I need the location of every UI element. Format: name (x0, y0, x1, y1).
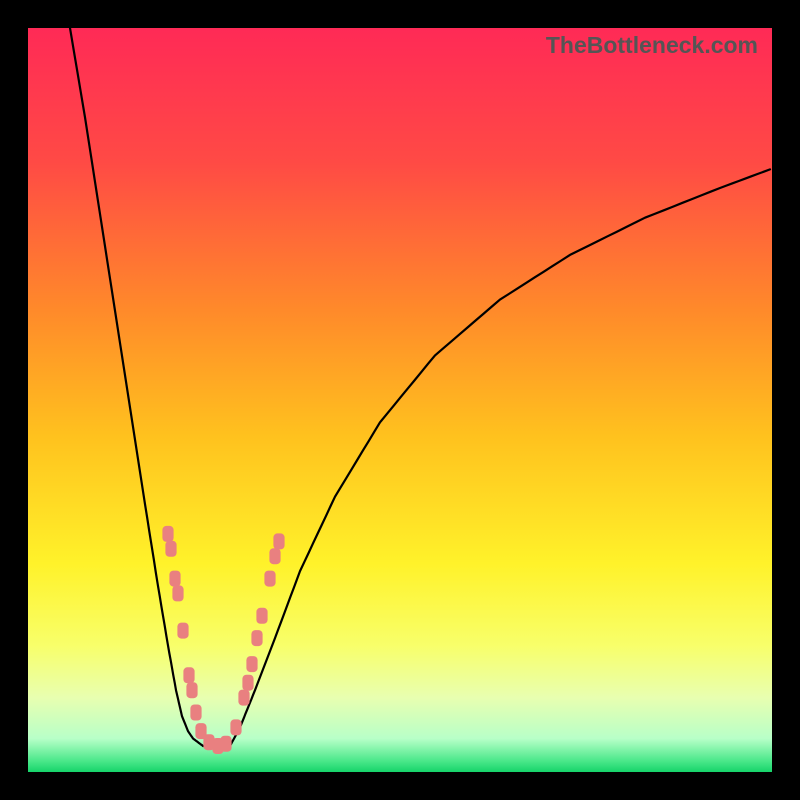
data-marker (269, 548, 280, 564)
bottleneck-chart-svg (28, 28, 772, 772)
data-marker (242, 675, 253, 691)
data-marker (220, 736, 231, 752)
data-marker (246, 656, 257, 672)
data-marker (230, 719, 241, 735)
data-marker (190, 705, 201, 721)
data-marker (251, 630, 262, 646)
data-marker (165, 541, 176, 557)
data-marker (238, 690, 249, 706)
data-marker (177, 623, 188, 639)
data-marker (172, 585, 183, 601)
data-marker (273, 533, 284, 549)
data-marker (256, 608, 267, 624)
plot-area (28, 28, 772, 772)
data-marker (169, 571, 180, 587)
data-marker (162, 526, 173, 542)
data-marker (264, 571, 275, 587)
data-marker (186, 682, 197, 698)
data-marker (183, 667, 194, 683)
chart-frame: TheBottleneck.com (0, 0, 800, 800)
watermark-text: TheBottleneck.com (546, 32, 758, 59)
